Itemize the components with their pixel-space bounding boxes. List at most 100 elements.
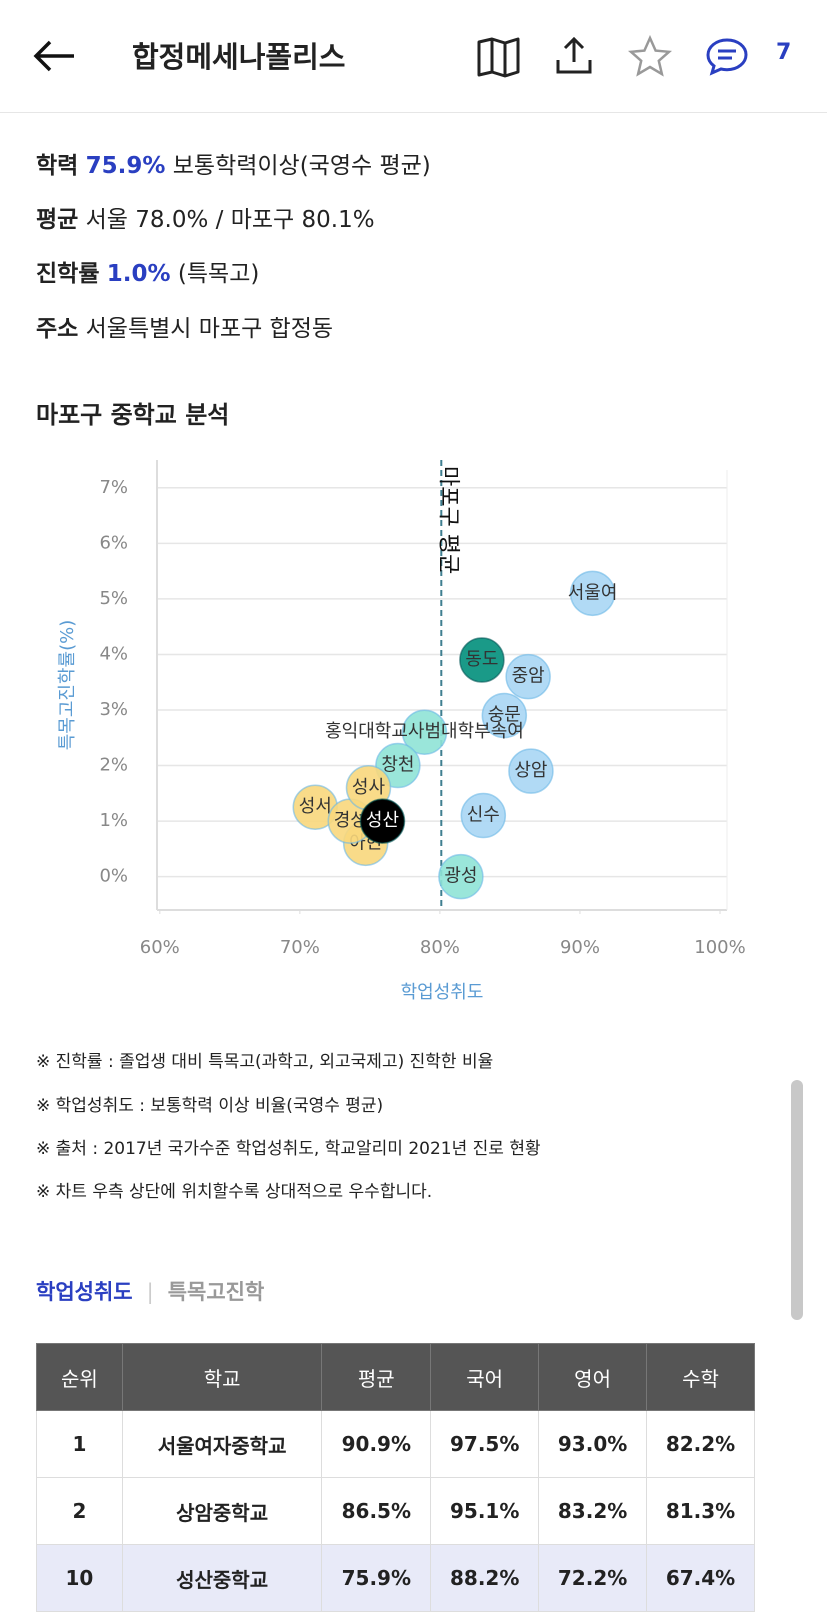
x-tick-label: 70% xyxy=(280,937,320,958)
note: ※ 차트 우측 상단에 위치할수록 상대적으로 우수합니다. xyxy=(36,1182,433,1202)
point-label: 숭문 xyxy=(488,705,521,726)
table-cell: 2 xyxy=(36,1477,123,1545)
x-tick-label: 60% xyxy=(140,937,180,958)
top-bar: 합정메세나폴리스 7 xyxy=(0,0,827,113)
table-body: 1 서울여자중학교 90.9% 97.5% 93.0% 82.2% 2 상암중학교 86.5% 9… xyxy=(36,1410,755,1612)
table-cell: 서울여자중학교 xyxy=(121,1410,323,1478)
table-cell: 10 xyxy=(36,1544,123,1612)
table-row: 1 서울여자중학교 90.9% 97.5% 93.0% 82.2% xyxy=(36,1410,755,1478)
y-tick-label: 1% xyxy=(99,810,128,831)
y-tick-label: 7% xyxy=(99,477,128,498)
reference-label: 마포구 평균 xyxy=(435,466,460,574)
point-label: 경성 xyxy=(334,810,367,831)
point-label: 서울여 xyxy=(568,582,618,603)
data-point xyxy=(401,709,448,755)
point-label: 성서 xyxy=(299,796,332,817)
table-cell: 93.0% xyxy=(538,1410,648,1478)
column-header: 수학 xyxy=(646,1343,755,1411)
point-label: 신수 xyxy=(467,805,500,826)
share-icon[interactable] xyxy=(554,36,594,76)
point-label: 홍익대학교사범대학부속여 xyxy=(325,721,524,742)
ranking-table: 순위 학교 평균 국어 영어 수학 1 서울여자중학교 90.9% 97.5% 93.0% 82.2… xyxy=(36,1343,755,1612)
column-header: 학교 xyxy=(121,1343,323,1411)
data-point xyxy=(459,637,505,683)
data-point xyxy=(460,792,507,839)
point-label: 창천 xyxy=(381,755,414,776)
table-cell: 67.4% xyxy=(646,1544,755,1612)
info-value: 75.9% xyxy=(85,153,166,179)
star-icon[interactable] xyxy=(628,35,672,77)
table-cell: 상암중학교 xyxy=(121,1477,323,1545)
column-header: 평균 xyxy=(321,1343,432,1411)
data-point xyxy=(481,692,528,739)
y-tick-label: 2% xyxy=(99,755,128,776)
table-cell: 72.2% xyxy=(538,1544,648,1612)
data-point xyxy=(569,570,616,617)
y-tick-label: 6% xyxy=(99,532,128,553)
comment-icon[interactable] xyxy=(704,36,750,76)
y-axis-label: 특목고진학률(%) xyxy=(57,620,78,751)
table-cell: 75.9% xyxy=(321,1544,432,1612)
table-cell: 97.5% xyxy=(430,1410,540,1478)
table-row: 10 성산중학교 75.9% 88.2% 72.2% 67.4% xyxy=(36,1544,755,1612)
point-label: 상암 xyxy=(514,760,547,781)
column-header: 국어 xyxy=(430,1343,540,1411)
x-axis-label: 학업성취도 xyxy=(401,982,484,1003)
table-header: 순위 학교 평균 국어 영어 수학 xyxy=(36,1343,755,1411)
scrollbar[interactable] xyxy=(791,1080,803,1320)
info-text: 보통학력이상(국영수 평균) xyxy=(172,153,431,179)
point-label: 동도 xyxy=(465,649,498,670)
note: ※ 진학률 : 졸업생 대비 특목고(과학고, 외고국제고) 진학한 비율 xyxy=(36,1052,494,1072)
table-cell: 90.9% xyxy=(321,1410,432,1478)
column-header: 영어 xyxy=(538,1343,648,1411)
scatter-chart: 0% 1% 2% 3% 4% 5% 6% 7% 60% 70% 80% 90% 100% 학업성취도 특목고… xyxy=(57,460,746,1003)
point-label: 성사 xyxy=(352,777,386,798)
point-label: 성산 xyxy=(366,810,399,831)
table-cell: 86.5% xyxy=(321,1477,432,1545)
info-label: 주소 xyxy=(36,316,79,342)
note: ※ 학업성취도 : 보통학력 이상 비율(국영수 평균) xyxy=(36,1096,384,1116)
y-tick-label: 3% xyxy=(99,699,128,720)
table-cell: 95.1% xyxy=(430,1477,540,1545)
page-title: 합정메세나폴리스 xyxy=(132,40,346,74)
info-label: 평균 xyxy=(36,207,79,233)
note: ※ 출처 : 2017년 국가수준 학업성취도, 학교알리미 2021년 진로 … xyxy=(36,1139,541,1159)
x-tick-label: 90% xyxy=(560,937,600,958)
info-text: (특목고) xyxy=(177,261,260,287)
y-tick-label: 0% xyxy=(99,866,128,887)
data-point xyxy=(505,653,551,700)
map-icon[interactable] xyxy=(476,36,522,78)
y-tick-label: 4% xyxy=(99,643,128,664)
table-cell: 성산중학교 xyxy=(121,1544,323,1612)
x-tick-label: 80% xyxy=(420,937,460,958)
data-point xyxy=(359,798,406,844)
table-cell: 81.3% xyxy=(646,1477,755,1545)
back-button[interactable] xyxy=(30,36,78,76)
table-row: 2 상암중학교 86.5% 95.1% 83.2% 81.3% xyxy=(36,1477,755,1545)
info-label: 진학률 xyxy=(36,261,100,287)
info-value: 1.0% xyxy=(106,261,171,287)
table-cell: 82.2% xyxy=(646,1410,755,1478)
point-label: 광성 xyxy=(444,866,477,887)
info-text: 서울 78.0% / 마포구 80.1% xyxy=(85,207,375,233)
table-cell: 88.2% xyxy=(430,1544,540,1612)
section-title: 마포구 중학교 분석 xyxy=(36,401,230,429)
info-line: 평균 서울 78.0% / 마포구 80.1% xyxy=(36,200,375,234)
info-label: 학력 xyxy=(36,153,79,179)
point-label: 중암 xyxy=(512,666,545,687)
table-cell: 83.2% xyxy=(538,1477,648,1545)
info-line: 주소 서울특별시 마포구 합정동 xyxy=(36,309,333,343)
comment-count[interactable]: 7 xyxy=(776,40,792,65)
data-point xyxy=(438,853,484,900)
info-line: 학력 75.9% 보통학력이상(국영수 평균) xyxy=(36,146,431,180)
tab-bar: 학업성취도 | 특목고진학 xyxy=(36,1276,264,1306)
info-text: 서울특별시 마포구 합정동 xyxy=(85,316,334,342)
info-line: 진학률 1.0% (특목고) xyxy=(36,254,259,288)
tab-separator: | xyxy=(146,1280,154,1304)
column-header: 순위 xyxy=(36,1343,123,1411)
tab[interactable]: 학업성취도 xyxy=(36,1280,133,1304)
tab[interactable]: 특목고진학 xyxy=(167,1280,265,1304)
x-tick-label: 100% xyxy=(694,937,745,958)
y-tick-label: 5% xyxy=(99,588,128,609)
